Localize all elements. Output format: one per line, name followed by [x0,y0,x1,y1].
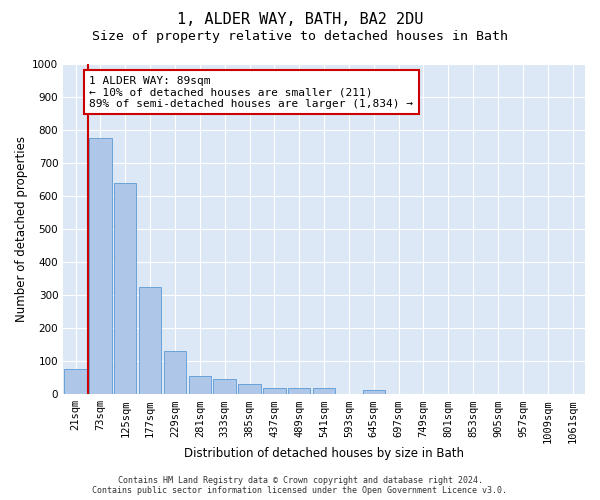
Bar [313,388,335,394]
Bar [114,183,136,394]
Bar [164,352,186,394]
Bar [263,388,286,394]
Bar [64,370,87,394]
Bar [139,287,161,394]
Bar [238,384,261,394]
Y-axis label: Number of detached properties: Number of detached properties [15,136,28,322]
Text: Size of property relative to detached houses in Bath: Size of property relative to detached ho… [92,30,508,43]
Bar [214,380,236,394]
X-axis label: Distribution of detached houses by size in Bath: Distribution of detached houses by size … [184,447,464,460]
Bar [288,388,310,394]
Bar [89,138,112,394]
Bar [188,376,211,394]
Text: 1 ALDER WAY: 89sqm
← 10% of detached houses are smaller (211)
89% of semi-detach: 1 ALDER WAY: 89sqm ← 10% of detached hou… [89,76,413,109]
Bar [362,390,385,394]
Text: Contains HM Land Registry data © Crown copyright and database right 2024.
Contai: Contains HM Land Registry data © Crown c… [92,476,508,495]
Text: 1, ALDER WAY, BATH, BA2 2DU: 1, ALDER WAY, BATH, BA2 2DU [177,12,423,28]
